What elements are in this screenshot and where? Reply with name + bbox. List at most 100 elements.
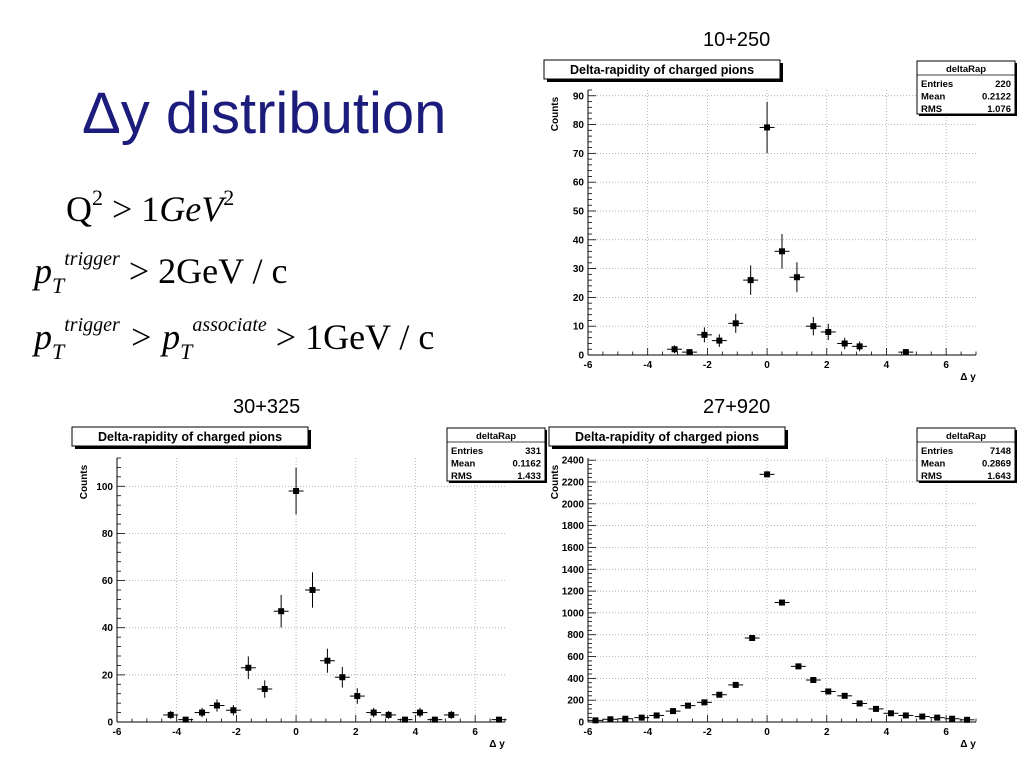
stats-key: Entries: [921, 446, 953, 457]
data-point: [402, 716, 409, 723]
stats-name: deltaRap: [476, 431, 516, 442]
data-point: [622, 715, 629, 722]
pt-trig-subscript: T: [52, 339, 65, 364]
x-tick-label: 4: [884, 727, 890, 738]
q-superscript: 2: [92, 185, 103, 210]
pt-assoc-symbol: > p: [119, 317, 181, 357]
chart-label-1: 10+250: [703, 29, 771, 51]
x-tick-label: -2: [703, 360, 712, 371]
stats-value: 0.2869: [982, 459, 1011, 470]
y-tick-label: 800: [567, 630, 584, 641]
y-tick-label: 1200: [562, 587, 585, 598]
stats-key: Mean: [921, 92, 945, 103]
data-point: [592, 717, 599, 724]
y-axis-label: Counts: [79, 464, 90, 499]
data-point: [309, 587, 316, 593]
title-box: [548, 426, 786, 447]
data-point: [686, 349, 693, 356]
y-tick-label: 60: [573, 178, 585, 189]
x-tick-label: 4: [413, 727, 419, 738]
data-point: [670, 708, 677, 715]
chart-label-3: 27+920: [703, 396, 771, 418]
x-tick-label: -6: [113, 727, 122, 738]
stats-name: deltaRap: [946, 64, 986, 75]
data-point: [764, 471, 771, 478]
stats-value: 220: [995, 79, 1011, 90]
stats-box: [916, 60, 1016, 115]
y-tick-label: 200: [567, 696, 584, 707]
data-point: [496, 716, 503, 723]
data-point: [293, 488, 300, 494]
data-point: [825, 688, 832, 695]
data-point: [261, 686, 268, 692]
title-box: [71, 426, 309, 447]
x-tick-label: -4: [643, 727, 652, 738]
data-point: [167, 711, 174, 718]
data-point: [684, 702, 691, 709]
y-tick-label: 2000: [562, 499, 585, 510]
pt-assoc-superscript: associate: [192, 314, 267, 336]
data-point: [278, 608, 285, 615]
data-point: [213, 702, 220, 709]
q-symbol: Q: [66, 189, 92, 229]
data-point: [964, 716, 971, 723]
slide-title: Δy distribution: [82, 81, 447, 146]
data-point: [199, 709, 206, 716]
x-tick-label: -2: [703, 727, 712, 738]
data-point: [607, 716, 614, 723]
data-point: [716, 337, 723, 344]
pt-assoc-rest: > 1GeV / c: [266, 317, 435, 357]
stats-key: Mean: [451, 459, 475, 470]
data-point: [749, 635, 756, 641]
y-tick-label: 1400: [562, 565, 585, 576]
data-point: [732, 320, 739, 327]
x-tick-label: -4: [172, 727, 181, 738]
y-tick-label: 10: [573, 322, 585, 333]
data-point: [795, 663, 802, 670]
y-tick-label: 0: [578, 351, 584, 362]
data-point: [671, 346, 678, 353]
x-tick-label: 0: [764, 360, 770, 371]
y-tick-label: 40: [573, 235, 585, 246]
x-tick-label: -2: [232, 727, 241, 738]
data-point: [638, 714, 645, 721]
data-point: [902, 349, 909, 356]
chart-3: -6 -4 -2 0 2 4 6 0 200 400 600 800 1000 1200 1400 1600 1…: [548, 426, 1017, 750]
data-point: [701, 699, 708, 706]
q-rest: > 1: [103, 189, 160, 229]
data-point: [653, 712, 660, 719]
x-tick-label: 6: [472, 727, 478, 738]
stats-value: 331: [525, 446, 542, 457]
y-tick-label: 80: [102, 529, 114, 540]
data-point: [182, 716, 189, 723]
x-axis-label: Δ y: [960, 739, 976, 750]
data-point: [779, 248, 785, 255]
condition-pt-associate: pTtrigger > pTassociate > 1GeV / c: [34, 314, 435, 364]
x-tick-label: -4: [643, 360, 652, 371]
data-point: [856, 700, 863, 707]
pt-rest: > 2GeV / c: [119, 251, 288, 291]
data-point: [810, 323, 817, 330]
y-tick-label: 100: [96, 482, 113, 493]
data-point: [919, 713, 926, 720]
data-point: [793, 274, 800, 281]
stats-key: Mean: [921, 459, 945, 470]
data-point: [370, 709, 377, 716]
stats-value: 1.076: [987, 104, 1011, 115]
pt-trig-symbol: p: [34, 317, 52, 357]
data-point: [949, 715, 956, 722]
data-point: [385, 711, 392, 718]
data-point: [448, 711, 455, 718]
q-unit: GeV: [159, 189, 224, 229]
pt-symbol: p: [34, 251, 52, 291]
y-tick-label: 0: [578, 718, 584, 729]
data-point: [873, 705, 880, 712]
data-point: [934, 714, 941, 721]
stats-value: 1.433: [517, 471, 541, 482]
y-tick-label: 1600: [562, 543, 585, 554]
data-point: [230, 707, 237, 714]
data-point: [416, 709, 423, 716]
stats-box: [916, 427, 1016, 482]
y-tick-label: 600: [567, 652, 584, 663]
